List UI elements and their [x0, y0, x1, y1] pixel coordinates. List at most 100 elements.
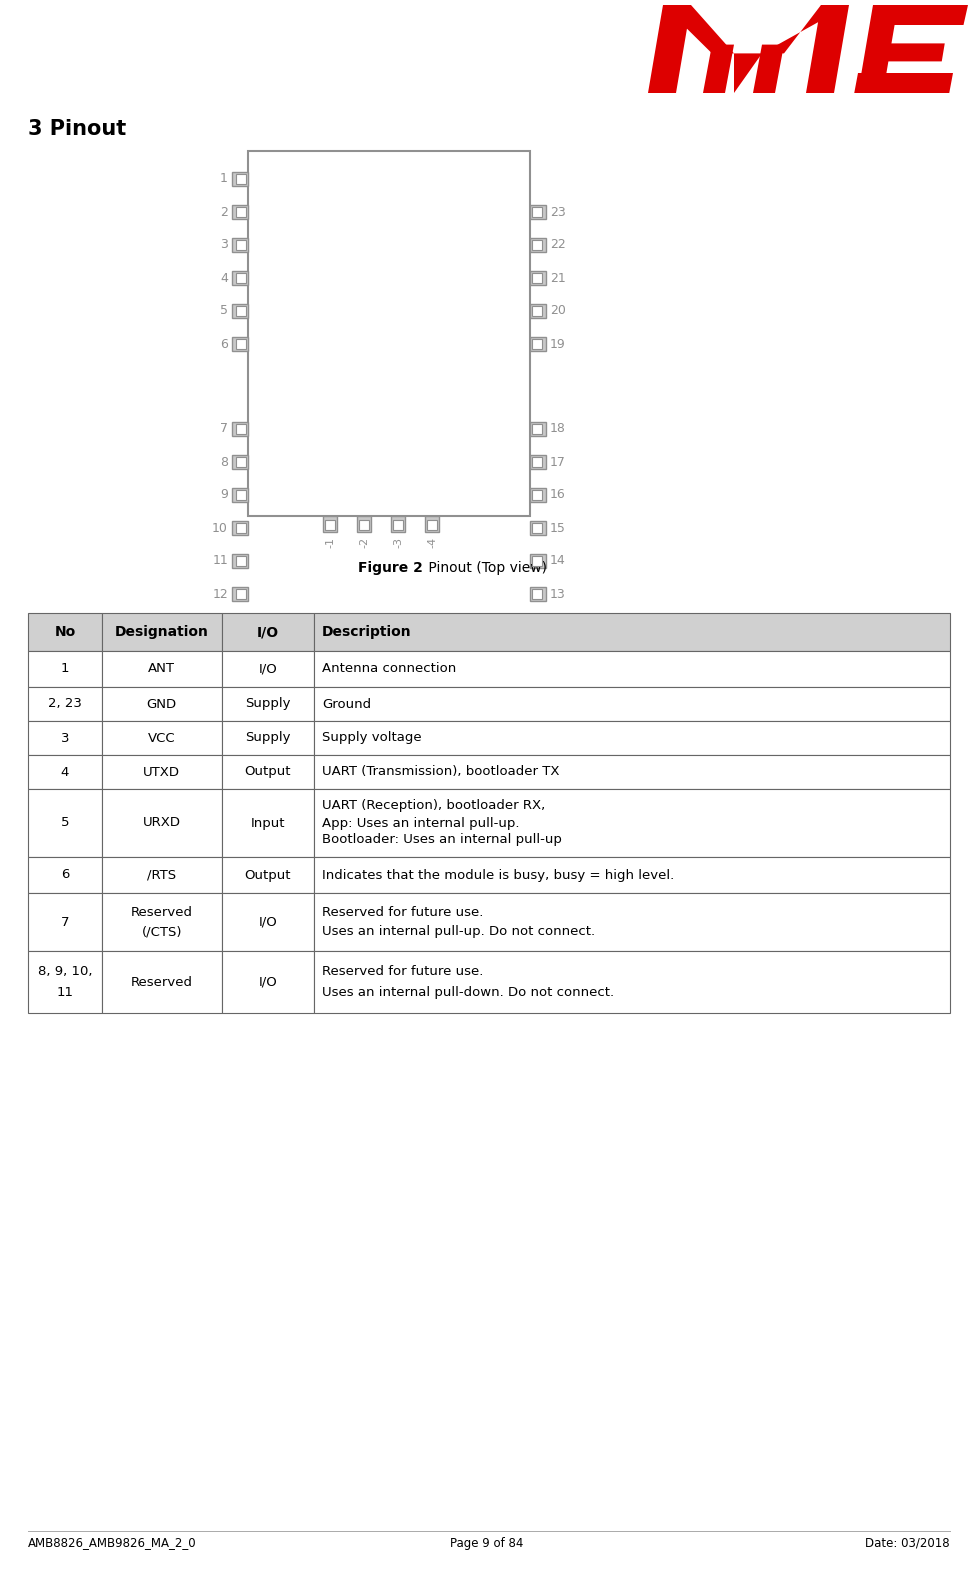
- Bar: [221, 721, 314, 756]
- Bar: [28, 857, 101, 893]
- Bar: [101, 789, 221, 857]
- Text: AMB8826_AMB9826_MA_2_0: AMB8826_AMB9826_MA_2_0: [28, 1537, 197, 1549]
- Text: 15: 15: [550, 522, 566, 534]
- Text: -4: -4: [427, 538, 437, 549]
- Text: UTXD: UTXD: [143, 765, 180, 778]
- Polygon shape: [858, 5, 898, 93]
- Bar: [221, 893, 314, 952]
- Text: 8, 9, 10,: 8, 9, 10,: [38, 964, 92, 979]
- Text: 4: 4: [60, 765, 69, 778]
- Text: Date: 03/2018: Date: 03/2018: [866, 1537, 950, 1549]
- Bar: [236, 490, 246, 500]
- Bar: [532, 557, 542, 566]
- Text: 2, 23: 2, 23: [48, 697, 82, 710]
- Bar: [221, 952, 314, 1013]
- Bar: [427, 520, 437, 530]
- Bar: [236, 240, 246, 250]
- Bar: [236, 274, 246, 283]
- Bar: [101, 651, 221, 688]
- Text: Antenna connection: Antenna connection: [322, 662, 456, 675]
- Bar: [532, 207, 542, 217]
- Bar: [221, 688, 314, 721]
- Text: Uses an internal pull-up. Do not connect.: Uses an internal pull-up. Do not connect…: [322, 925, 595, 938]
- Polygon shape: [703, 44, 734, 93]
- Text: 3: 3: [220, 239, 228, 251]
- Bar: [530, 239, 546, 251]
- Text: 12: 12: [213, 588, 228, 601]
- Bar: [236, 523, 246, 533]
- Bar: [530, 522, 546, 534]
- Text: Supply voltage: Supply voltage: [322, 732, 421, 745]
- Bar: [28, 756, 101, 789]
- Text: App: Uses an internal pull-up.: App: Uses an internal pull-up.: [322, 816, 520, 830]
- Text: Uses an internal pull-down. Do not connect.: Uses an internal pull-down. Do not conne…: [322, 987, 614, 999]
- Bar: [425, 515, 439, 531]
- Bar: [530, 587, 546, 601]
- Bar: [530, 489, 546, 503]
- Bar: [232, 422, 248, 436]
- Bar: [101, 756, 221, 789]
- Bar: [28, 651, 101, 688]
- Bar: [530, 553, 546, 568]
- Text: /RTS: /RTS: [147, 868, 176, 882]
- Text: -2: -2: [359, 538, 369, 549]
- Bar: [28, 721, 101, 756]
- Bar: [359, 520, 369, 530]
- Text: 3 Pinout: 3 Pinout: [28, 119, 126, 139]
- Bar: [532, 307, 542, 316]
- Bar: [314, 613, 950, 651]
- Bar: [232, 455, 248, 470]
- Text: ANT: ANT: [148, 662, 176, 675]
- Text: 23: 23: [550, 206, 566, 218]
- Bar: [325, 520, 335, 530]
- Bar: [532, 424, 542, 435]
- Bar: [236, 590, 246, 599]
- Bar: [357, 515, 371, 531]
- Bar: [314, 952, 950, 1013]
- Text: 7: 7: [60, 915, 69, 928]
- Bar: [101, 688, 221, 721]
- Bar: [232, 172, 248, 187]
- Bar: [28, 789, 101, 857]
- Text: 1: 1: [220, 172, 228, 185]
- Text: (/CTS): (/CTS): [141, 925, 182, 938]
- Text: 20: 20: [550, 305, 566, 318]
- Text: Designation: Designation: [115, 624, 209, 639]
- Text: Ground: Ground: [322, 697, 370, 710]
- Text: 8: 8: [220, 455, 228, 468]
- Polygon shape: [806, 5, 849, 93]
- Bar: [221, 756, 314, 789]
- Text: 9: 9: [220, 489, 228, 501]
- Bar: [532, 457, 542, 466]
- Polygon shape: [734, 54, 762, 93]
- Bar: [28, 893, 101, 952]
- Bar: [101, 613, 221, 651]
- Bar: [232, 587, 248, 601]
- Bar: [530, 270, 546, 285]
- Text: Reserved for future use.: Reserved for future use.: [322, 906, 484, 919]
- Text: URXD: URXD: [142, 816, 180, 830]
- Text: UART (Reception), bootloader RX,: UART (Reception), bootloader RX,: [322, 800, 545, 813]
- Bar: [314, 721, 950, 756]
- Text: 11: 11: [213, 555, 228, 568]
- Bar: [532, 590, 542, 599]
- Bar: [530, 206, 546, 220]
- Text: 18: 18: [550, 422, 566, 435]
- Text: GND: GND: [146, 697, 176, 710]
- Bar: [530, 455, 546, 470]
- Bar: [314, 756, 950, 789]
- Text: Figure 2: Figure 2: [358, 561, 422, 575]
- Polygon shape: [753, 44, 784, 93]
- Text: 4: 4: [220, 272, 228, 285]
- Bar: [232, 304, 248, 318]
- Text: -1: -1: [325, 538, 335, 549]
- Bar: [28, 688, 101, 721]
- Polygon shape: [873, 5, 968, 25]
- Text: VCC: VCC: [148, 732, 176, 745]
- Text: 5: 5: [60, 816, 69, 830]
- Bar: [221, 857, 314, 893]
- Bar: [221, 613, 314, 651]
- Bar: [532, 523, 542, 533]
- Text: Reserved for future use.: Reserved for future use.: [322, 964, 484, 979]
- Text: Page 9 of 84: Page 9 of 84: [450, 1537, 524, 1549]
